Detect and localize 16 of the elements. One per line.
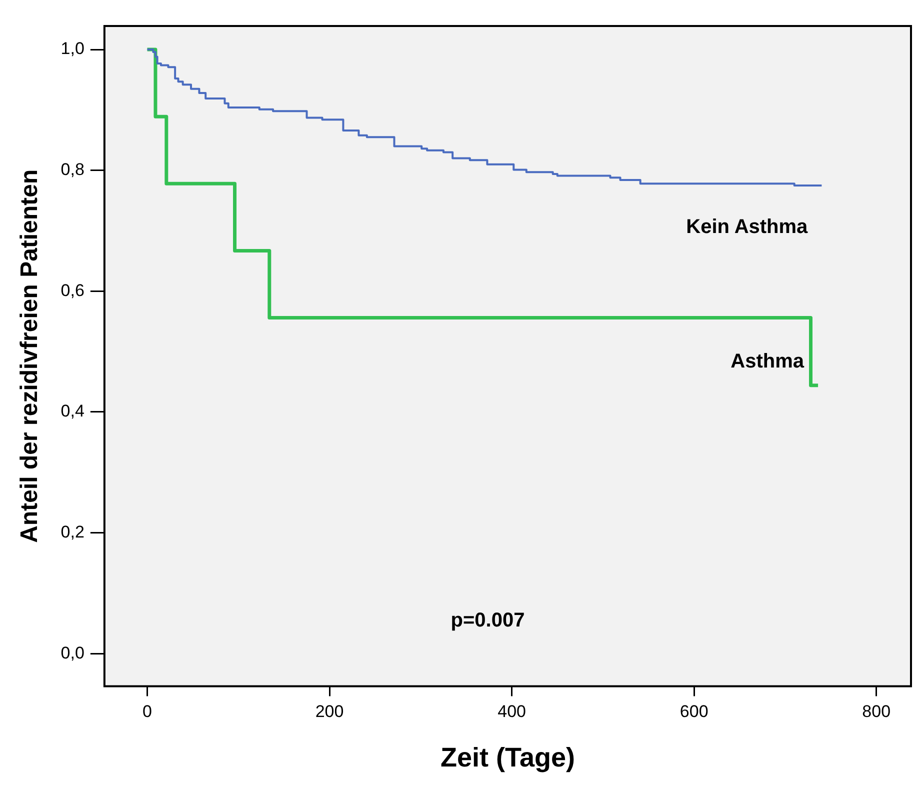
x-tick-label: 200 — [315, 702, 344, 722]
y-tick-label: 1,0 — [60, 39, 84, 58]
y-tick-label: 0,0 — [60, 643, 84, 662]
y-tick-label: 0,8 — [60, 160, 84, 180]
x-tick-label: 800 — [862, 702, 891, 722]
y-tick-label: 0,4 — [60, 402, 84, 421]
series-label: Asthma — [730, 350, 805, 372]
y-tick-label: 0,6 — [60, 280, 84, 300]
annotation: p=0.007 — [450, 610, 525, 632]
y-tick-label: 0,2 — [60, 522, 84, 542]
x-tick-label: 0 — [142, 702, 152, 722]
y-axis-title: Anteil der rezidivfreien Patienten — [16, 169, 44, 543]
series-label: Kein Asthma — [686, 216, 809, 238]
x-tick-label: 400 — [498, 702, 526, 722]
x-tick-label: 600 — [680, 702, 708, 722]
x-axis-title: Zeit (Tage) — [440, 742, 575, 772]
